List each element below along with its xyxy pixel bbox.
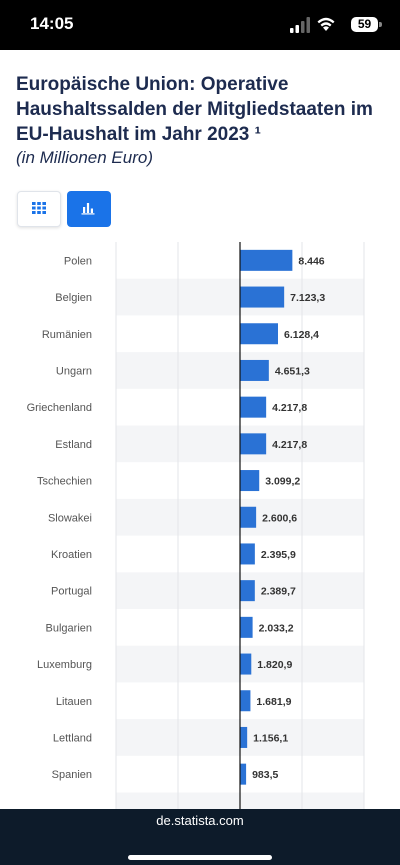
value-label: 1.156,1 — [253, 732, 288, 744]
bar — [240, 580, 255, 602]
status-time: 14:05 — [30, 14, 74, 33]
chart-view-button[interactable] — [67, 191, 111, 227]
bar — [240, 763, 247, 785]
category-label: Griechenland — [27, 402, 92, 414]
bar — [240, 616, 253, 638]
bar — [240, 506, 257, 528]
source-label: de.statista.com — [156, 813, 244, 828]
category-label: Ungarn — [56, 365, 92, 377]
category-label: Litauen — [56, 696, 92, 708]
wifi-icon — [317, 17, 335, 31]
value-label: 1.681,9 — [256, 696, 291, 708]
bar — [240, 433, 267, 455]
home-indicator[interactable] — [128, 855, 272, 860]
bar — [240, 249, 293, 271]
chart-subtitle: (in Millionen Euro) — [16, 148, 153, 167]
category-label: Lettland — [53, 732, 92, 744]
value-label: 4.217,8 — [272, 439, 307, 451]
bar — [240, 323, 278, 345]
bar — [240, 726, 248, 748]
category-label: Kroatien — [51, 549, 92, 561]
value-label: 4.217,8 — [272, 402, 307, 414]
value-label: 1.820,9 — [257, 659, 292, 671]
category-label: Polen — [64, 255, 92, 267]
bar — [240, 543, 255, 565]
value-label: 6.128,4 — [284, 329, 319, 341]
footer-bar: de.statista.com — [0, 809, 400, 865]
bar — [240, 396, 267, 418]
value-label: 2.389,7 — [261, 586, 296, 598]
category-label: Luxemburg — [37, 659, 92, 671]
bar — [240, 470, 260, 492]
bar-chart: Polen 8.446 Belgien 7.123,3 Rumänien 6.128,4 U… — [27, 242, 365, 809]
bar — [240, 653, 252, 675]
status-bar: 14:05 59 — [0, 0, 400, 50]
category-label: Bulgarien — [46, 622, 92, 634]
value-label: 7.123,3 — [290, 292, 325, 304]
bar-chart-icon — [81, 203, 95, 215]
category-label: Estland — [55, 439, 92, 451]
value-label: 2.033,2 — [259, 622, 294, 634]
grid-icon — [32, 202, 46, 214]
value-label: 4.651,3 — [275, 365, 310, 377]
bar — [240, 359, 269, 381]
status-icons: 59 — [282, 15, 382, 35]
category-label: Tschechien — [37, 476, 92, 488]
category-label: Spanien — [52, 769, 92, 781]
table-view-button[interactable] — [17, 191, 61, 227]
value-label: 2.395,9 — [261, 549, 296, 561]
signal-icon — [290, 17, 310, 33]
battery-cap — [379, 22, 382, 27]
battery-level: 59 — [351, 17, 378, 32]
value-label: 3.099,2 — [265, 476, 300, 488]
category-label: Rumänien — [42, 329, 92, 341]
value-label: 2.600,6 — [262, 512, 297, 524]
bar — [240, 690, 251, 712]
chart-title: Europäische Union: Operative Haushaltssa… — [16, 74, 373, 145]
value-label: 8.446 — [298, 255, 324, 267]
bar — [240, 286, 285, 308]
category-label: Belgien — [55, 292, 92, 304]
value-label: 983,5 — [252, 769, 278, 781]
battery-icon: 59 — [344, 16, 382, 33]
category-label: Slowakei — [48, 512, 92, 524]
page-content: Europäische Union: Operative Haushaltssa… — [0, 50, 400, 809]
category-label: Portugal — [51, 586, 92, 598]
